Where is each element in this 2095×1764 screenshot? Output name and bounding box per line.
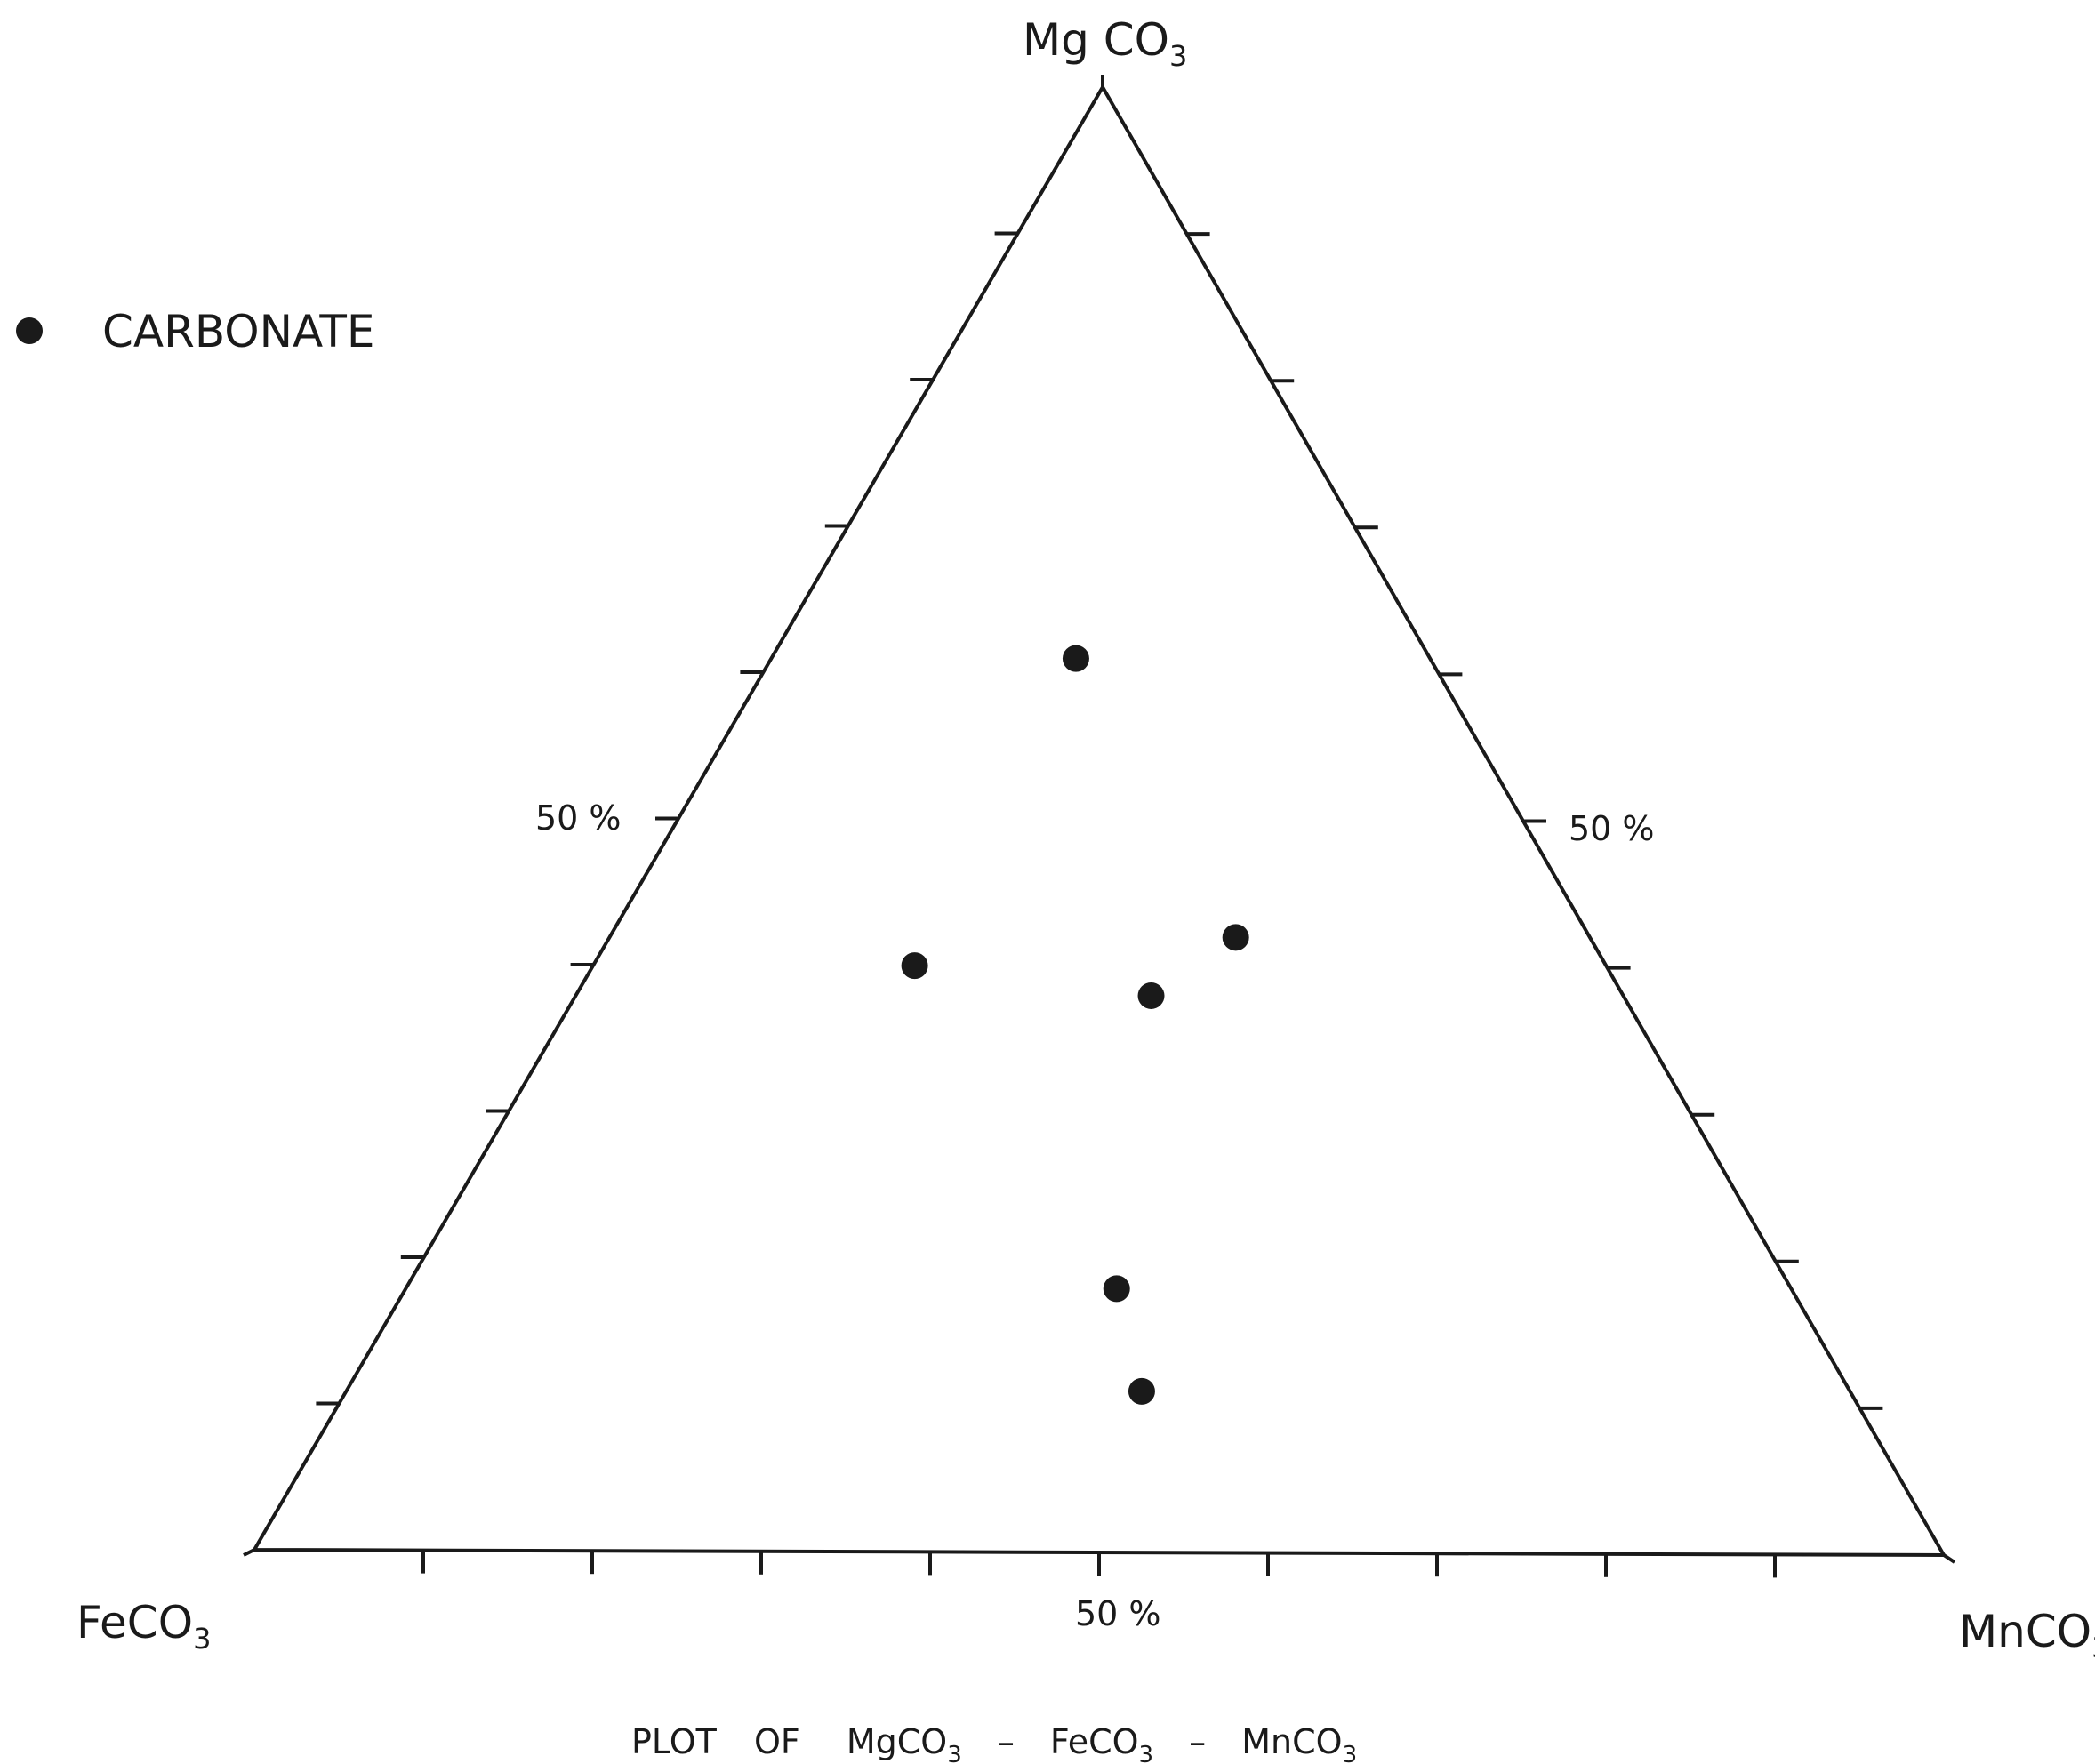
legend-label: CARBONATE [102,306,375,357]
tick-label-right-50: 50 % [1569,809,1655,848]
apex-stub-left [243,1548,255,1557]
triangle-outline [251,83,1947,1558]
data-point [1128,1377,1155,1405]
tick-marks [316,231,1883,1578]
tick-label-left-50: 50 % [535,798,622,838]
apex-label-top: Mg CO3 [1023,14,1187,73]
triangle-frame [243,75,1956,1564]
data-point [1137,982,1165,1009]
data-points [901,645,1249,1405]
legend-marker [16,317,43,344]
apex-label-left: FeCO3 [76,1597,211,1656]
tick-label-bottom-50: 50 % [1075,1594,1161,1633]
data-point [1103,1275,1130,1303]
chart-caption: PLOT OF MgCO3 – FeCO3 – MnCO3 [631,1722,1357,1764]
data-point [1062,645,1089,672]
data-point [901,952,928,980]
data-point [1222,924,1249,951]
apex-stub-right [1942,1553,1956,1564]
apex-label-right: MnCO3 [1959,1606,2095,1664]
legend: CARBONATE [16,306,375,357]
